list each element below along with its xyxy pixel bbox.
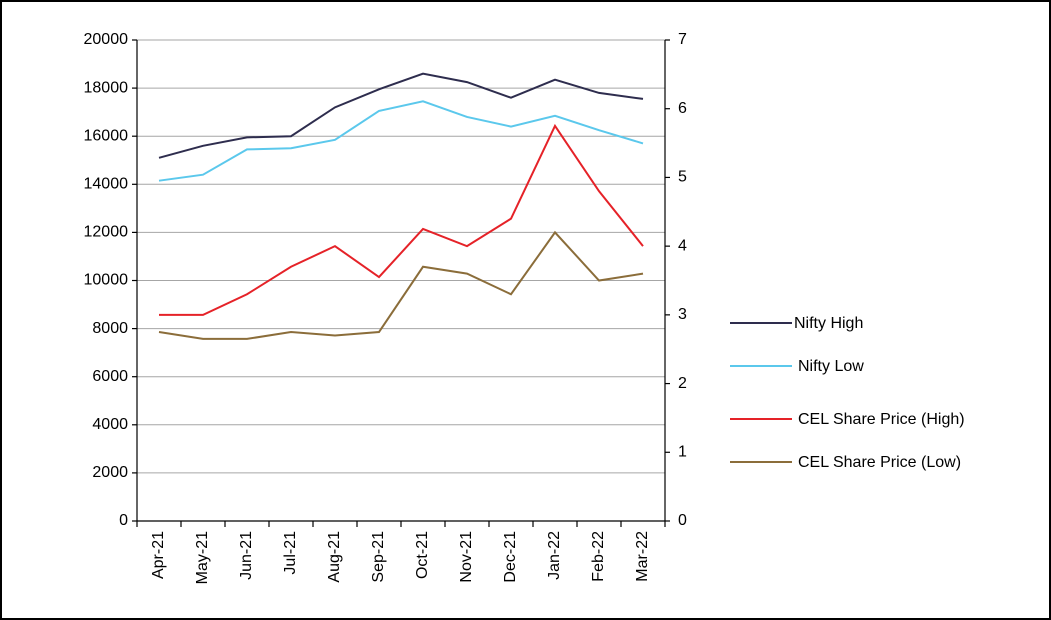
x-tick-label: Feb-22 [590,531,607,582]
x-tick-label: Dec-21 [502,531,519,583]
y-tick-label: 18000 [84,79,129,96]
y2-tick-label: 3 [678,306,687,323]
legend-label: CEL Share Price (High) [798,411,965,428]
series-line [158,100,644,182]
x-tick-label: Apr-21 [150,531,167,579]
series-line [159,123,644,316]
y-tick-label: 4000 [92,416,128,433]
y2-tick-label: 4 [678,237,687,254]
x-tick-label: May-21 [194,531,211,584]
x-tick-label: Sep-21 [370,531,387,583]
y-tick-label: 12000 [84,224,129,241]
x-tick-label: Jun-21 [238,531,255,580]
x-tick-label: Aug-21 [326,531,343,583]
legend-label: CEL Share Price (Low) [798,454,961,471]
y2-tick-label: 0 [678,512,687,529]
x-tick-label: Mar-22 [634,531,651,582]
y2-tick-label: 2 [678,375,687,392]
y-tick-label: 6000 [92,368,128,385]
y2-tick-label: 1 [678,444,687,461]
y-tick-label: 8000 [92,320,128,337]
legend-label: Nifty Low [798,358,864,375]
y2-tick-label: 7 [678,31,687,48]
y2-tick-label: 6 [678,100,687,117]
y-tick-label: 0 [119,512,128,529]
y-tick-label: 20000 [84,31,129,48]
legend-label: Nifty High [794,315,863,332]
x-tick-label: Jan-22 [546,531,563,580]
y-tick-label: 2000 [92,464,128,481]
y2-tick-label: 5 [678,169,687,186]
series-line [158,72,644,159]
x-tick-label: Jul-21 [282,531,299,575]
x-tick-label: Nov-21 [458,531,475,583]
y-tick-label: 16000 [84,127,129,144]
y-tick-label: 14000 [84,176,129,193]
series-line [158,230,644,340]
x-tick-label: Oct-21 [414,531,431,579]
y-tick-label: 10000 [84,272,129,289]
